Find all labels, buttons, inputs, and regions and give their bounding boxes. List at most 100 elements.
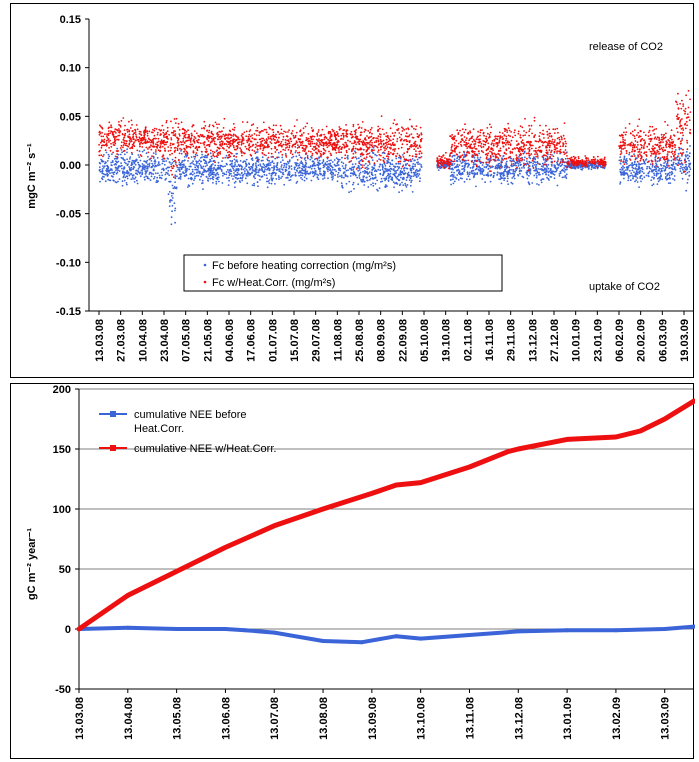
data-point xyxy=(153,134,156,137)
data-point xyxy=(419,150,422,153)
data-point xyxy=(657,180,660,183)
data-point xyxy=(636,181,639,183)
data-point xyxy=(138,166,141,169)
data-point xyxy=(332,175,334,178)
data-point xyxy=(541,144,544,147)
data-point xyxy=(509,155,511,158)
data-point xyxy=(383,177,386,180)
data-point xyxy=(177,159,180,162)
data-point xyxy=(156,147,159,149)
data-point xyxy=(267,180,270,183)
data-point xyxy=(175,117,178,120)
data-point xyxy=(366,176,368,179)
data-point xyxy=(192,160,195,163)
data-point xyxy=(112,133,115,136)
data-point xyxy=(207,161,210,164)
data-point xyxy=(270,152,273,155)
data-point xyxy=(320,173,323,176)
data-point xyxy=(289,152,292,154)
data-point xyxy=(334,174,336,177)
data-point xyxy=(206,138,209,141)
data-point xyxy=(256,127,259,129)
data-point xyxy=(337,160,340,163)
data-point xyxy=(535,172,537,175)
data-point xyxy=(553,132,556,135)
data-point xyxy=(233,165,236,168)
data-point xyxy=(249,145,252,148)
data-point xyxy=(526,162,529,165)
data-point xyxy=(391,159,394,162)
data-point xyxy=(315,173,318,176)
data-point xyxy=(102,167,105,169)
data-point xyxy=(119,147,122,149)
data-point xyxy=(472,165,475,168)
data-point xyxy=(281,145,283,148)
data-point xyxy=(194,137,197,139)
data-point xyxy=(401,189,403,192)
data-point xyxy=(191,168,194,171)
data-point xyxy=(523,159,526,161)
data-point xyxy=(282,132,284,135)
data-point xyxy=(515,169,517,172)
data-point xyxy=(137,138,140,141)
data-point xyxy=(242,133,244,136)
data-point xyxy=(205,162,208,165)
data-point xyxy=(304,173,307,176)
data-point xyxy=(341,146,344,149)
data-point xyxy=(672,163,675,166)
data-point xyxy=(663,162,665,165)
data-point xyxy=(652,169,655,171)
data-point xyxy=(373,177,376,179)
data-point xyxy=(271,166,273,169)
data-point xyxy=(138,156,141,159)
data-point xyxy=(128,143,131,146)
data-point xyxy=(296,170,298,172)
data-point xyxy=(511,177,514,179)
data-point xyxy=(415,168,418,171)
data-point xyxy=(184,153,187,155)
data-point xyxy=(405,186,408,188)
data-point xyxy=(688,155,691,158)
data-point xyxy=(536,153,539,156)
data-point xyxy=(535,165,537,168)
data-point xyxy=(135,133,137,136)
data-point xyxy=(386,134,389,137)
data-point xyxy=(217,138,219,141)
data-point xyxy=(150,175,153,178)
data-point xyxy=(354,150,356,153)
data-point xyxy=(355,143,357,146)
data-point xyxy=(316,133,319,136)
data-point xyxy=(189,143,192,146)
data-point xyxy=(146,165,148,168)
data-point xyxy=(171,184,174,187)
data-point xyxy=(134,160,137,162)
data-point xyxy=(516,144,518,147)
data-point xyxy=(331,169,334,171)
data-point xyxy=(107,130,110,132)
data-point xyxy=(492,176,495,179)
data-point xyxy=(472,128,475,131)
data-point xyxy=(484,181,486,184)
data-point xyxy=(327,177,329,180)
data-point xyxy=(528,168,531,170)
data-point xyxy=(266,168,268,171)
data-point xyxy=(533,164,536,166)
data-point xyxy=(154,172,157,175)
data-point xyxy=(166,126,169,129)
data-point xyxy=(255,143,257,146)
data-point xyxy=(283,164,286,167)
data-point xyxy=(283,162,286,165)
data-point xyxy=(660,170,663,173)
data-point xyxy=(227,134,230,137)
data-point xyxy=(215,173,217,176)
data-point xyxy=(489,174,492,177)
data-point xyxy=(165,143,167,146)
data-point xyxy=(370,171,373,174)
data-point xyxy=(212,169,215,171)
data-point xyxy=(238,138,241,141)
data-point xyxy=(241,179,244,182)
data-point xyxy=(488,134,491,136)
data-point xyxy=(298,154,301,157)
data-point xyxy=(178,167,180,169)
data-point xyxy=(173,118,176,120)
